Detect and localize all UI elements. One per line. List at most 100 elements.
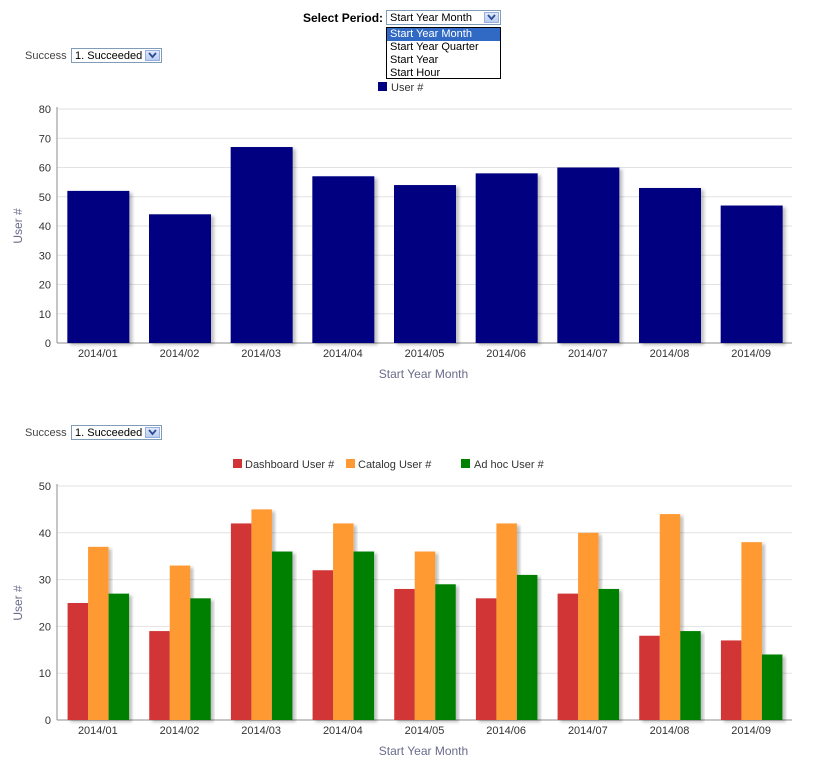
bar-user[interactable] bbox=[149, 214, 211, 343]
y-tick-label: 10 bbox=[39, 309, 51, 321]
bar-ad-hoc-user[interactable] bbox=[761, 654, 783, 720]
success-filter-label: Success bbox=[25, 50, 67, 62]
bar-user[interactable] bbox=[720, 205, 783, 343]
success-filter-value-2: 1. Succeeded bbox=[75, 427, 143, 439]
success-filter-label-2: Success bbox=[25, 427, 67, 439]
bar-catalog-user[interactable] bbox=[333, 523, 354, 720]
legend-label: Dashboard User # bbox=[245, 459, 335, 471]
bar-dashboard-user[interactable] bbox=[230, 523, 252, 720]
bar-ad-hoc-user[interactable] bbox=[516, 574, 538, 720]
bar-ad-hoc-user[interactable] bbox=[190, 598, 211, 720]
x-axis-title: Start Year Month bbox=[379, 367, 468, 381]
y-tick-label: 50 bbox=[39, 192, 51, 204]
y-axis-title: User # bbox=[11, 585, 25, 621]
bar-catalog-user[interactable] bbox=[169, 565, 191, 720]
y-tick-label: 80 bbox=[39, 104, 51, 116]
y-tick-label: 50 bbox=[39, 481, 51, 493]
period-option[interactable]: Start Year Month bbox=[387, 28, 500, 41]
user-types-bar-chart: 0 10 20 30 40 50 2014/01 2014/02 2014/03 2014/04 2… bbox=[11, 459, 792, 758]
y-tick-label: 20 bbox=[39, 280, 51, 292]
bar-ad-hoc-user[interactable] bbox=[598, 588, 620, 720]
success-filter-select-2[interactable]: 1. Succeeded bbox=[71, 425, 162, 440]
x-tick-label: 2014/07 bbox=[568, 725, 608, 737]
x-tick-label: 2014/08 bbox=[650, 725, 690, 737]
x-tick-label: 2014/09 bbox=[731, 725, 771, 737]
y-tick-label: 30 bbox=[39, 575, 51, 587]
bar-dashboard-user[interactable] bbox=[149, 631, 170, 720]
y-tick-label: 60 bbox=[39, 163, 51, 175]
success-filter-select[interactable]: 1. Succeeded bbox=[71, 48, 162, 63]
period-select-value: Start Year Month bbox=[390, 12, 472, 24]
bar-catalog-user[interactable] bbox=[251, 509, 272, 720]
period-label: Select Period: bbox=[303, 11, 384, 25]
x-axis-title: Start Year Month bbox=[379, 744, 468, 758]
bar-user[interactable] bbox=[394, 185, 456, 343]
period-dropdown-list: Start Year Month Start Year Quarter Star… bbox=[386, 27, 501, 79]
x-tick-label: 2014/09 bbox=[731, 348, 771, 360]
x-tick-label: 2014/01 bbox=[78, 348, 118, 360]
x-tick-label: 2014/07 bbox=[568, 348, 608, 360]
y-axis-title: User # bbox=[11, 208, 25, 244]
bar-catalog-user[interactable] bbox=[741, 542, 762, 720]
bar-dashboard-user[interactable] bbox=[639, 635, 660, 720]
bar-ad-hoc-user[interactable] bbox=[680, 631, 701, 720]
x-tick-label: 2014/02 bbox=[160, 348, 200, 360]
bar-ad-hoc-user[interactable] bbox=[108, 593, 130, 720]
users-bar-chart: 0 10 20 30 40 50 60 70 80 2014/01 2014/02 2014/03 20… bbox=[11, 82, 792, 381]
x-tick-label: 2014/02 bbox=[160, 725, 200, 737]
y-tick-label: 40 bbox=[39, 221, 51, 233]
bar-dashboard-user[interactable] bbox=[67, 603, 89, 720]
x-tick-label: 2014/06 bbox=[486, 725, 526, 737]
bar-user[interactable] bbox=[67, 190, 130, 343]
x-tick-label: 2014/06 bbox=[486, 348, 526, 360]
bar-user[interactable] bbox=[557, 167, 620, 344]
bar-dashboard-user[interactable] bbox=[475, 598, 497, 720]
bar-dashboard-user[interactable] bbox=[394, 588, 415, 720]
legend-label: User # bbox=[391, 82, 424, 94]
success-filter-value: 1. Succeeded bbox=[75, 50, 143, 62]
legend-swatch bbox=[233, 459, 242, 468]
bar-ad-hoc-user[interactable] bbox=[353, 551, 375, 720]
bar-catalog-user[interactable] bbox=[578, 532, 599, 720]
chevron-down-icon[interactable] bbox=[484, 12, 499, 23]
bar-catalog-user[interactable] bbox=[88, 546, 109, 720]
bar-user[interactable] bbox=[639, 187, 701, 343]
y-tick-label: 0 bbox=[45, 338, 51, 350]
legend-label: Catalog User # bbox=[358, 459, 432, 471]
bar-catalog-user[interactable] bbox=[414, 551, 436, 720]
bar-dashboard-user[interactable] bbox=[557, 593, 579, 720]
period-select[interactable]: Start Year Month bbox=[386, 10, 501, 25]
x-tick-label: 2014/01 bbox=[78, 725, 118, 737]
legend-swatch bbox=[461, 459, 470, 468]
y-tick-label: 70 bbox=[39, 133, 51, 145]
y-tick-label: 40 bbox=[39, 528, 51, 540]
legend-swatch bbox=[346, 459, 355, 468]
period-option[interactable]: Start Hour bbox=[390, 67, 441, 79]
x-tick-label: 2014/03 bbox=[241, 725, 281, 737]
x-tick-label: 2014/05 bbox=[405, 725, 445, 737]
x-tick-label: 2014/04 bbox=[323, 725, 363, 737]
x-tick-label: 2014/08 bbox=[650, 348, 690, 360]
y-tick-label: 0 bbox=[45, 715, 51, 727]
x-tick-label: 2014/03 bbox=[241, 348, 281, 360]
chevron-down-icon[interactable] bbox=[145, 427, 160, 438]
bar-user[interactable] bbox=[475, 173, 538, 343]
x-tick-label: 2014/05 bbox=[405, 348, 445, 360]
legend-swatch bbox=[378, 82, 387, 91]
period-option[interactable]: Start Year bbox=[390, 54, 439, 66]
bar-user[interactable] bbox=[312, 176, 375, 343]
bar-user[interactable] bbox=[230, 147, 293, 343]
legend-label: Ad hoc User # bbox=[474, 459, 545, 471]
chevron-down-icon[interactable] bbox=[145, 50, 160, 61]
y-tick-label: 20 bbox=[39, 621, 51, 633]
bar-dashboard-user[interactable] bbox=[312, 570, 334, 720]
bar-catalog-user[interactable] bbox=[659, 514, 681, 720]
y-tick-label: 10 bbox=[39, 668, 51, 680]
bar-catalog-user[interactable] bbox=[496, 523, 517, 720]
bar-ad-hoc-user[interactable] bbox=[435, 584, 456, 720]
bar-ad-hoc-user[interactable] bbox=[271, 551, 293, 720]
period-option[interactable]: Start Year Quarter bbox=[390, 41, 479, 53]
bar-dashboard-user[interactable] bbox=[720, 640, 742, 720]
y-tick-label: 30 bbox=[39, 250, 51, 262]
x-tick-label: 2014/04 bbox=[323, 348, 363, 360]
